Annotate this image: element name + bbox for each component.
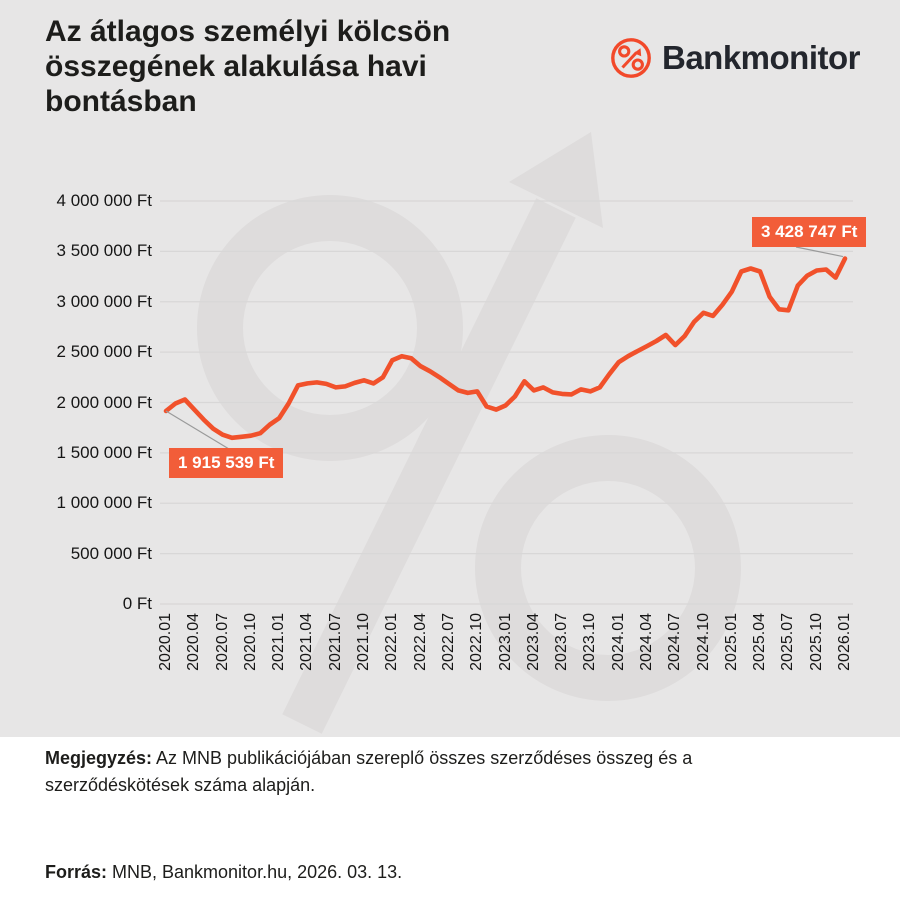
footer-panel xyxy=(0,737,900,900)
title-line: Az átlagos személyi kölcsön xyxy=(45,15,451,48)
x-axis-label: 2024.04 xyxy=(637,613,655,671)
x-axis-label: 2024.01 xyxy=(609,613,627,671)
y-axis-label: 1 500 000 Ft xyxy=(56,442,152,462)
x-axis-label: 2025.07 xyxy=(779,613,797,671)
footer-note: Megjegyzés: Az MNB publikációjában szere… xyxy=(45,745,745,799)
loan-amount-chart: 0 Ft 500 000 Ft 1 000 000 Ft 1 500 000 Ft 2 … xyxy=(56,191,867,671)
y-axis-label: 2 500 000 Ft xyxy=(56,342,152,362)
y-axis-label: 500 000 Ft xyxy=(70,543,152,563)
x-axis-label: 2020.10 xyxy=(241,613,259,671)
x-axis-label: 2025.01 xyxy=(722,613,740,671)
x-axis-label: 2023.07 xyxy=(553,613,571,671)
x-axis-label: 2022.10 xyxy=(468,613,486,671)
y-axis-label: 4 000 000 Ft xyxy=(56,191,152,210)
y-axis-label: 1 000 000 Ft xyxy=(56,493,152,513)
page-title: Az átlagos személyi kölcsön összegének al… xyxy=(45,14,450,119)
footer-source: Forrás: MNB, Bankmonitor.hu, 2026. 03. 1… xyxy=(45,860,845,884)
percent-arrow-icon xyxy=(611,38,651,78)
x-axis-label: 2025.10 xyxy=(807,613,825,671)
x-axis-label: 2020.07 xyxy=(213,613,231,671)
watermark-percent-icon xyxy=(0,0,900,737)
x-axis-label: 2021.01 xyxy=(270,613,288,671)
note-label: Megjegyzés: xyxy=(45,748,153,768)
data-label-last-value: 3 428 747 Ft xyxy=(752,217,867,247)
y-axis-label: 0 Ft xyxy=(122,594,152,613)
source-text: MNB, Bankmonitor.hu, 2026. 03. 13. xyxy=(107,862,403,882)
data-label-first-value: 1 915 539 Ft xyxy=(169,448,284,478)
x-axis-label: 2023.01 xyxy=(496,613,514,671)
y-axis-label: 3 500 000 Ft xyxy=(56,241,152,261)
x-axis-label: 2020.01 xyxy=(157,613,174,671)
x-axis-label: 2020.04 xyxy=(185,613,203,671)
x-axis-label: 2021.04 xyxy=(298,613,316,671)
x-axis-label: 2023.04 xyxy=(524,613,542,671)
logo-brand-text: Bankmonitor xyxy=(661,39,861,76)
x-axis-label: 2022.01 xyxy=(383,613,401,671)
x-axis-label: 2025.04 xyxy=(751,613,769,671)
x-axis-label: 2024.10 xyxy=(694,613,712,671)
x-axis-label: 2023.10 xyxy=(581,613,599,671)
source-label: Forrás: xyxy=(45,862,108,882)
x-axis-label: 2021.10 xyxy=(355,613,373,671)
chart-panel xyxy=(0,0,900,737)
x-axis-label: 2022.04 xyxy=(411,613,429,671)
title-line: összegének alakulása havi xyxy=(45,50,427,83)
y-axis-label: 2 000 000 Ft xyxy=(56,392,152,412)
x-axis-label: 2022.07 xyxy=(439,613,457,671)
x-axis-label: 2021.07 xyxy=(326,613,344,671)
x-axis-label: 2024.07 xyxy=(666,613,684,671)
title-line: bontásban xyxy=(45,85,197,118)
note-text: Az MNB publikációjában szereplő összes s… xyxy=(45,748,693,795)
bankmonitor-logo: Bankmonitor xyxy=(609,36,861,80)
y-axis-label: 3 000 000 Ft xyxy=(56,291,152,311)
x-axis-label: 2026.01 xyxy=(836,613,853,671)
